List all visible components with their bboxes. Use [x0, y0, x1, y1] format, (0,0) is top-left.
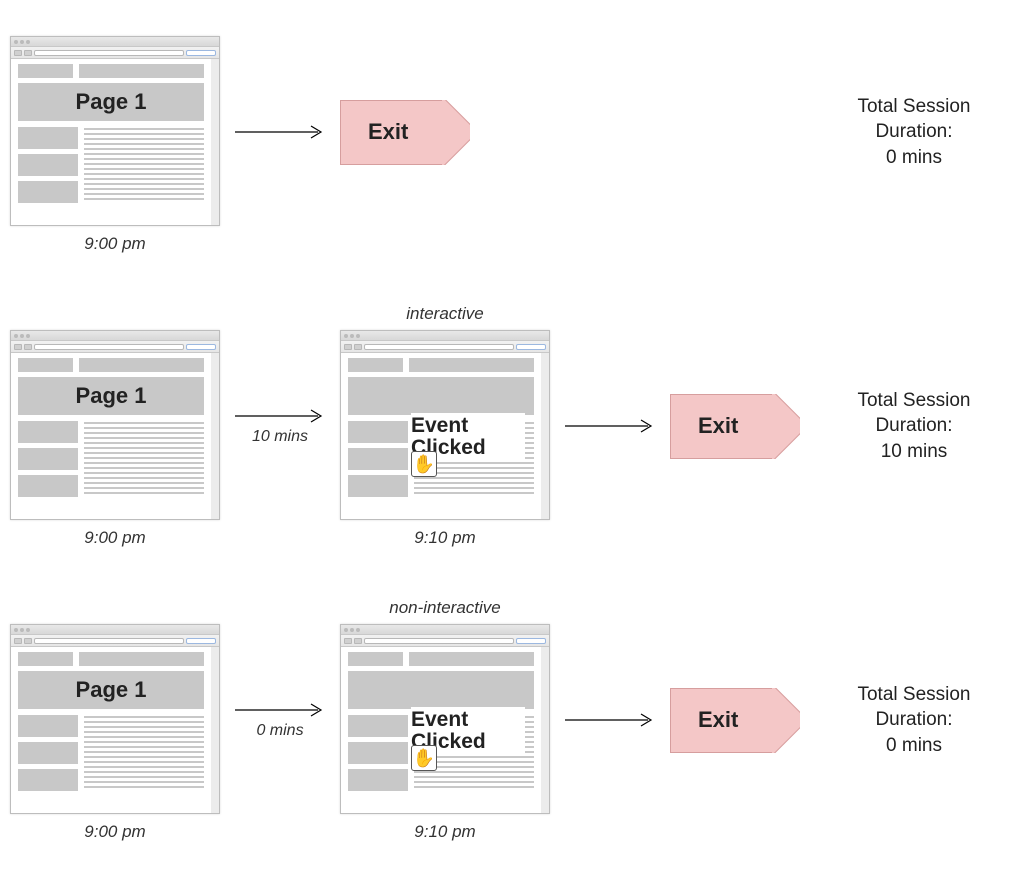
- page1-title: Page 1: [18, 83, 204, 121]
- exit-shape: Exit: [670, 394, 800, 459]
- arrow-icon: [233, 406, 328, 426]
- scenario-row-2: Page 1 9:00 pm 10 mins interactive: [0, 304, 1024, 548]
- event-line1: Event: [411, 709, 525, 731]
- arrow-duration: 10 mins: [252, 428, 308, 446]
- event-page-col: non-interactive Event Clicked ✋ 9:10 pm: [340, 598, 550, 842]
- exit-label: Exit: [368, 119, 408, 145]
- exit-col: Exit: [340, 100, 470, 165]
- summary-line2: Duration:: [819, 413, 1009, 439]
- summary-line2: Duration:: [819, 119, 1009, 145]
- browser-mock-page1: Page 1: [10, 624, 220, 814]
- browser-toolbar: [11, 47, 219, 59]
- exit-shape: Exit: [340, 100, 470, 165]
- page1-title: Page 1: [18, 377, 204, 415]
- event-page-col: interactive Event Clicked ✋ 9:10 pm: [340, 304, 550, 548]
- window-titlebar: [11, 37, 219, 47]
- event-time: 9:10 pm: [414, 528, 475, 548]
- arrow-1: 0 mins: [220, 700, 340, 740]
- summary-line3: 10 mins: [819, 439, 1009, 465]
- arrow-2: [550, 710, 670, 730]
- summary-line1: Total Session: [819, 388, 1009, 414]
- exit-label: Exit: [698, 413, 738, 439]
- exit-col: Exit: [670, 394, 800, 459]
- exit-shape: Exit: [670, 688, 800, 753]
- event-type-label: interactive: [406, 304, 483, 324]
- page1-col: Page 1 9:00 pm: [10, 304, 220, 548]
- page1-time: 9:00 pm: [84, 822, 145, 842]
- browser-mock-page1: Page 1: [10, 36, 220, 226]
- browser-mock-page1: Page 1: [10, 330, 220, 520]
- arrow-icon: [563, 416, 658, 436]
- page1-col: Page 1 9:00 pm: [10, 10, 220, 254]
- page1-time: 9:00 pm: [84, 528, 145, 548]
- scenario-row-1: Page 1 9:00 pm Exit Total Session Durati…: [0, 10, 1024, 254]
- arrow-2: [550, 416, 670, 436]
- session-summary: Total Session Duration: 0 mins: [819, 94, 1009, 171]
- arrow-1: [220, 122, 340, 142]
- exit-col: Exit: [670, 688, 800, 753]
- summary-line3: 0 mins: [819, 733, 1009, 759]
- page1-title: Page 1: [18, 671, 204, 709]
- event-line1: Event: [411, 415, 525, 437]
- arrow-icon: [563, 710, 658, 730]
- page-wireframe: Page 1: [11, 59, 219, 225]
- session-summary: Total Session Duration: 0 mins: [819, 682, 1009, 759]
- page1-time: 9:00 pm: [84, 234, 145, 254]
- banner-blank: [348, 671, 534, 709]
- summary-line1: Total Session: [819, 94, 1009, 120]
- browser-mock-event: Event Clicked ✋: [340, 330, 550, 520]
- summary-line1: Total Session: [819, 682, 1009, 708]
- session-summary: Total Session Duration: 10 mins: [819, 388, 1009, 465]
- hand-cursor-icon: ✋: [411, 451, 437, 477]
- summary-line3: 0 mins: [819, 145, 1009, 171]
- hand-cursor-icon: ✋: [411, 745, 437, 771]
- event-type-label: non-interactive: [389, 598, 501, 618]
- banner-blank: [348, 377, 534, 415]
- event-time: 9:10 pm: [414, 822, 475, 842]
- arrow-duration: 0 mins: [256, 722, 303, 740]
- arrow-1: 10 mins: [220, 406, 340, 446]
- scenario-row-3: Page 1 9:00 pm 0 mins non-interactive: [0, 598, 1024, 842]
- arrow-icon: [233, 700, 328, 720]
- page1-col: Page 1 9:00 pm: [10, 598, 220, 842]
- browser-mock-event: Event Clicked ✋: [340, 624, 550, 814]
- summary-line2: Duration:: [819, 707, 1009, 733]
- arrow-icon: [233, 122, 328, 142]
- exit-label: Exit: [698, 707, 738, 733]
